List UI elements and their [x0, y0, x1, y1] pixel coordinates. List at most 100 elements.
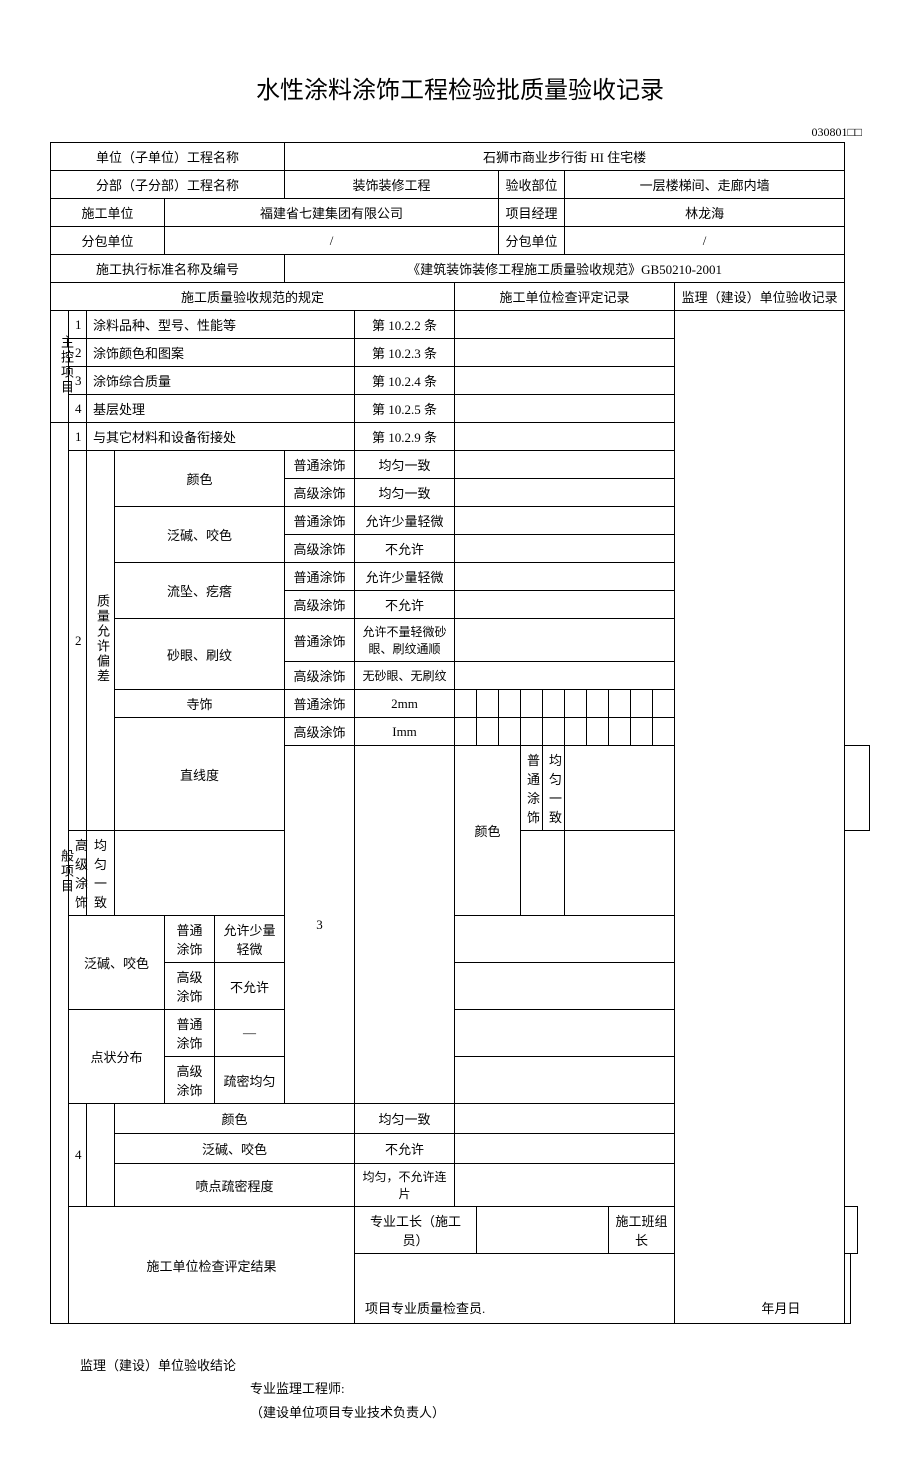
- check-cell: [477, 718, 499, 746]
- val: 均匀一致: [543, 746, 565, 831]
- check-cell: [455, 1104, 675, 1134]
- pm-value: 林龙海: [565, 199, 845, 227]
- grade-high: 高级涂饰: [165, 1057, 215, 1104]
- val: 允许少量轻微: [355, 563, 455, 591]
- row-clause: 第 10.2.2 条: [355, 311, 455, 339]
- grade-high: 高级涂饰: [285, 535, 355, 563]
- check-cell: [565, 746, 870, 831]
- foreman-label: 专业工长（施工员）: [355, 1207, 477, 1254]
- check-cell: [455, 451, 675, 479]
- standard-label: 施工执行标准名称及编号: [51, 255, 285, 283]
- main-ctrl-label: 主控项目: [51, 311, 69, 423]
- check-cell: [455, 535, 675, 563]
- subcontract2-label: 分包单位: [499, 227, 565, 255]
- val: —: [215, 1010, 285, 1057]
- attr-label: 颜色: [115, 451, 285, 507]
- grade-normal: 普通涂饰: [521, 746, 543, 831]
- check-cell: [455, 507, 675, 535]
- val: 无砂眼、无刷纹: [355, 662, 455, 690]
- blank: [87, 1104, 115, 1207]
- super-label: 监理（建设）单位验收结论: [80, 1354, 870, 1377]
- main-table: 单位（子单位）工程名称 石狮市商业步行街 HI 住宅楼 分部（子分部）工程名称 …: [50, 142, 870, 1324]
- check-cell: [631, 690, 653, 718]
- check-cell: [455, 563, 675, 591]
- val: 均匀一致: [355, 1104, 455, 1134]
- check-cell: [455, 479, 675, 507]
- check-cell: [631, 718, 653, 746]
- grade-normal: 普通涂饰: [165, 916, 215, 963]
- subcontract2-value: /: [565, 227, 845, 255]
- attr-label: 喷点疏密程度: [115, 1164, 355, 1207]
- col3-header: 监理（建设）单位验收记录: [675, 283, 845, 311]
- check-cell: [455, 1164, 675, 1207]
- val: 不允许: [215, 963, 285, 1010]
- grade-normal: 普通涂饰: [285, 563, 355, 591]
- inspector-label: 项目专业质量检查员.: [365, 1301, 485, 1316]
- check-cell: [455, 619, 675, 662]
- row-num: 3: [285, 746, 355, 1104]
- grade-high: 高级涂饰: [285, 718, 355, 746]
- col1-header: 施工质量验收规范的规定: [51, 283, 455, 311]
- constructor-value: 福建省七建集团有限公司: [165, 199, 499, 227]
- pm-label: 项目经理: [499, 199, 565, 227]
- document-title: 水性涂料涂饰工程检验批质量验收记录: [50, 70, 870, 105]
- row-item: 基层处理: [87, 395, 355, 423]
- row-num: 2: [69, 451, 87, 831]
- row-item: 涂饰综合质量: [87, 367, 355, 395]
- standard-value: 《建筑装饰装修工程施工质量验收规范》GB50210-2001: [285, 255, 845, 283]
- check-cell: [455, 718, 477, 746]
- check-cell: [455, 339, 675, 367]
- grade-normal: 普通涂饰: [285, 619, 355, 662]
- check-cell: [455, 1010, 675, 1057]
- check-cell: [587, 690, 609, 718]
- grade-normal: 普通涂饰: [285, 507, 355, 535]
- check-cell: [587, 718, 609, 746]
- foreman-value: [477, 1207, 609, 1254]
- val: 不允许: [355, 535, 455, 563]
- row-clause: 第 10.2.9 条: [355, 423, 455, 451]
- grade-high: 高级涂饰: [285, 591, 355, 619]
- check-cell: [455, 662, 675, 690]
- grade-normal: 普通涂饰: [285, 690, 355, 718]
- result-label: 施工单位检查评定结果: [69, 1207, 355, 1324]
- attr-label: 点状分布: [69, 1010, 165, 1104]
- check-cell: [455, 1057, 675, 1104]
- val: 不允许: [355, 1134, 455, 1164]
- row-clause: 第 10.2.4 条: [355, 367, 455, 395]
- row-clause: 第 10.2.3 条: [355, 339, 455, 367]
- check-cell: [609, 718, 631, 746]
- row-num: 4: [69, 1104, 87, 1207]
- check-cell: [521, 690, 543, 718]
- row-item: 与其它材料和设备衔接处: [87, 423, 355, 451]
- val: 均匀一致: [355, 451, 455, 479]
- inspect-part-label: 验收部位: [499, 171, 565, 199]
- unit-label: 单位（子单位）工程名称: [51, 143, 285, 171]
- check-cell: [115, 831, 565, 916]
- sub-label: 分部（子分部）工程名称: [51, 171, 285, 199]
- engineer-label: 专业监理工程师:: [80, 1377, 870, 1400]
- check-cell: [521, 718, 543, 746]
- supervisor-conclusion: 监理（建设）单位验收结论 专业监理工程师: （建设单位项目专业技术负责人）: [50, 1354, 870, 1424]
- val: 均匀一致: [355, 479, 455, 507]
- check-cell: [499, 690, 521, 718]
- check-cell: [653, 690, 675, 718]
- check-cell: [455, 690, 477, 718]
- attr-label: 泛碱、咬色: [115, 507, 285, 563]
- val: 疏密均匀: [215, 1057, 285, 1104]
- attr-label: 寺饰: [115, 690, 285, 718]
- check-cell: [653, 718, 675, 746]
- check-cell: [477, 690, 499, 718]
- grade-normal: 普通涂饰: [165, 1010, 215, 1057]
- check-cell: [543, 690, 565, 718]
- check-cell: [565, 690, 587, 718]
- row-num: 4: [69, 395, 87, 423]
- val: 均匀一致: [87, 831, 115, 916]
- document-code: 030801□□: [50, 125, 870, 140]
- val: 不允许: [355, 591, 455, 619]
- val: 允许不量轻微砂眼、刷纹通顺: [355, 619, 455, 662]
- val: 允许少量轻微: [355, 507, 455, 535]
- check-cell: [455, 311, 675, 339]
- check-cell: [455, 916, 675, 963]
- attr-label: 直线度: [115, 718, 285, 831]
- check-cell: [543, 718, 565, 746]
